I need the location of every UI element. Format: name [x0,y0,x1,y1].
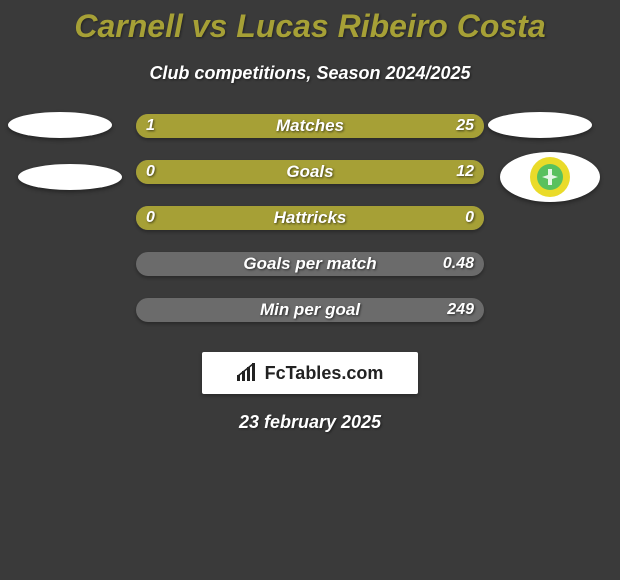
bar-left [136,114,484,138]
branding-badge: FcTables.com [202,352,418,394]
value-left: 1 [146,114,155,138]
value-right: 25 [456,114,474,138]
value-right: 249 [447,298,474,322]
stats-area: 125Matches012Goals00Hattricks0.48Goals p… [0,112,620,342]
value-right: 12 [456,160,474,184]
left_row0-badge [8,112,112,138]
stat-row: 0.48Goals per match [0,250,620,296]
stat-row: 00Hattricks [0,204,620,250]
bar-left [136,160,484,184]
bar-track: 0.48Goals per match [136,252,484,276]
value-left: 0 [146,160,155,184]
subtitle: Club competitions, Season 2024/2025 [0,63,620,84]
right_row0-badge [488,112,592,138]
value-right: 0.48 [443,252,474,276]
page-title: Carnell vs Lucas Ribeiro Costa [0,0,620,45]
value-right: 0 [465,206,474,230]
stat-label: Min per goal [136,298,484,322]
branding-text: FcTables.com [265,363,384,384]
left_row1-badge [18,164,122,190]
bar-track: 00Hattricks [136,206,484,230]
bar-track: 249Min per goal [136,298,484,322]
date-label: 23 february 2025 [0,412,620,433]
right_row1-badge [500,152,600,202]
bar-track: 012Goals [136,160,484,184]
stat-label: Goals per match [136,252,484,276]
chart-icon [237,363,259,383]
value-left: 0 [146,206,155,230]
stat-row: 249Min per goal [0,296,620,342]
club-shield-icon [528,155,572,199]
bar-left [136,206,484,230]
bar-track: 125Matches [136,114,484,138]
